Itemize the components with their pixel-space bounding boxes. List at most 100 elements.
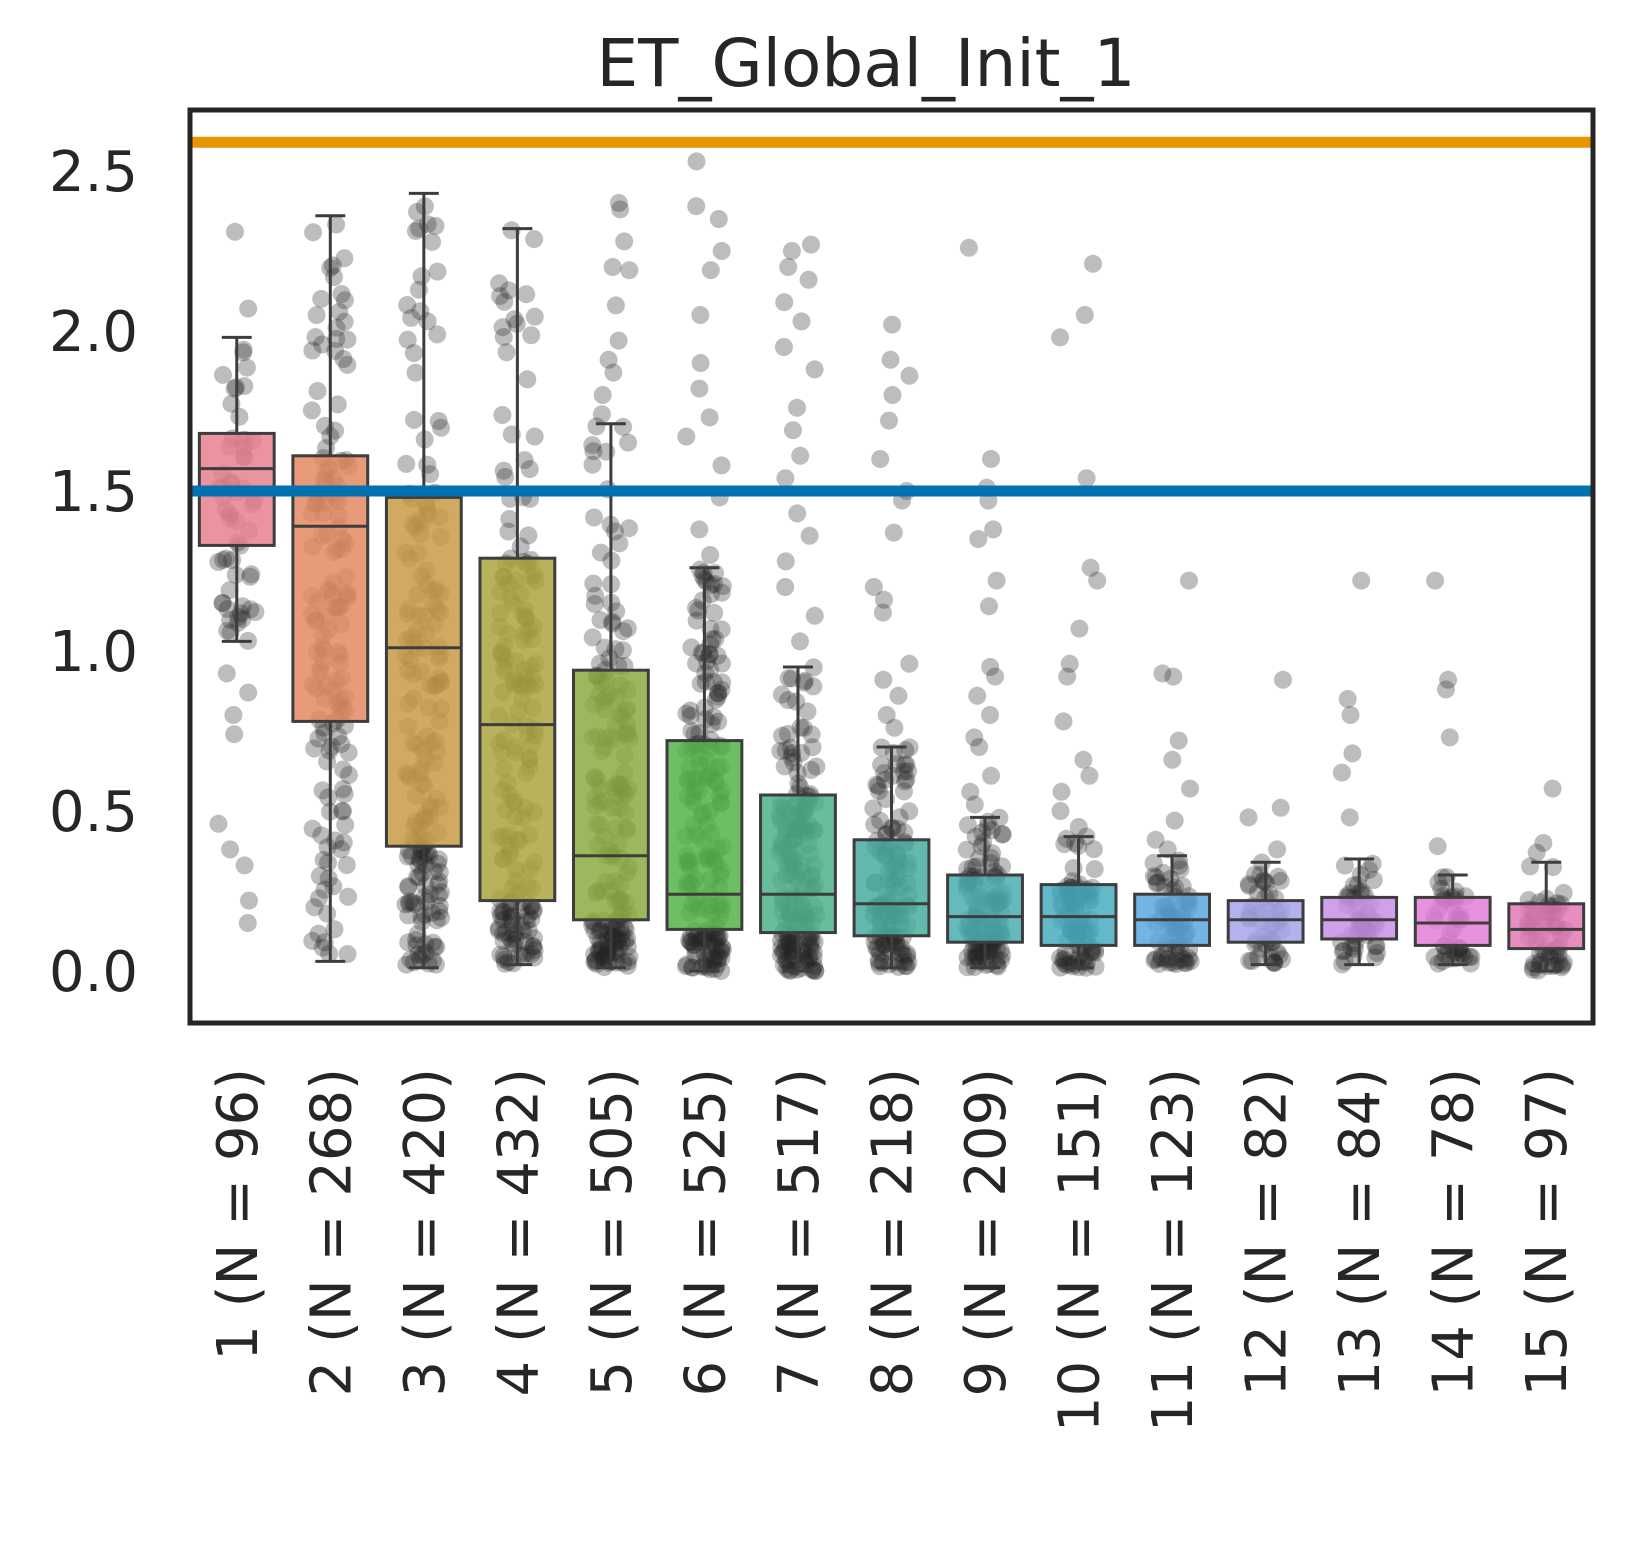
strip-point	[705, 574, 724, 593]
strip-point	[592, 405, 611, 424]
strip-point	[399, 906, 418, 925]
strip-point	[1152, 947, 1171, 966]
strip-point	[782, 748, 801, 767]
strip-point	[1085, 860, 1104, 879]
strip-point	[1055, 835, 1074, 854]
strip-point	[702, 936, 721, 955]
strip-point	[491, 906, 510, 925]
box-body	[759, 793, 837, 935]
box-body	[1226, 899, 1305, 944]
strip-point	[221, 623, 240, 642]
strip-point	[772, 931, 790, 950]
strip-point	[334, 833, 353, 852]
strip-point	[1338, 690, 1357, 708]
strip-point	[895, 782, 913, 801]
strip-point	[335, 785, 354, 804]
strip-point	[517, 944, 536, 963]
strip-point	[209, 553, 228, 571]
strip-point	[791, 632, 809, 651]
strip-point	[525, 929, 543, 948]
strip-point	[412, 907, 431, 926]
strip-point	[1446, 949, 1465, 968]
strip-point	[1248, 883, 1267, 902]
strip-point	[333, 801, 352, 820]
strip-point	[405, 410, 424, 429]
strip-point	[515, 451, 534, 470]
strip-point	[1060, 654, 1079, 673]
strip-point	[701, 546, 720, 564]
strip-point	[1158, 840, 1177, 859]
strip-point	[614, 622, 633, 641]
strip-point	[310, 867, 329, 885]
strip-point	[432, 418, 450, 437]
strip-point	[772, 685, 791, 704]
strip-point	[400, 892, 419, 911]
strip-point	[332, 735, 351, 754]
strip-point	[698, 652, 716, 671]
strip-point	[586, 951, 605, 970]
strip-point	[791, 446, 810, 465]
strip-point	[1269, 867, 1288, 886]
strip-point	[981, 706, 999, 724]
strip-point	[1052, 782, 1071, 801]
strip-point	[307, 306, 326, 325]
strip-point	[805, 606, 824, 625]
strip-point	[610, 930, 629, 949]
strip-point	[314, 850, 333, 869]
strip-point	[795, 951, 814, 970]
strip-point	[585, 945, 604, 964]
strip-point	[709, 928, 728, 947]
strip-point	[424, 933, 442, 952]
strip-point	[416, 844, 435, 863]
strip-point	[501, 929, 520, 948]
strip-point	[1165, 811, 1184, 830]
box-body	[1413, 895, 1492, 947]
strip-point	[611, 200, 630, 219]
strip-point	[595, 947, 614, 966]
strip-point	[681, 701, 700, 720]
strip-point	[892, 938, 911, 957]
strip-point	[584, 442, 603, 461]
strip-point	[1051, 958, 1070, 977]
strip-point	[396, 895, 415, 914]
strip-point	[524, 937, 543, 956]
strip-point	[776, 469, 795, 488]
strip-point	[525, 307, 544, 326]
strip-point	[966, 948, 985, 967]
strip-point	[900, 738, 919, 757]
strip-point	[225, 725, 244, 744]
strip-point	[987, 571, 1006, 590]
strip-point	[874, 935, 893, 954]
strip-point	[494, 931, 513, 950]
strip-point	[1148, 873, 1167, 892]
strip-point	[302, 401, 321, 420]
strip-point	[712, 583, 731, 602]
strip-point	[900, 654, 919, 673]
x-tick-label: 10 (N = 151)	[1048, 1068, 1113, 1432]
strip-point	[771, 742, 790, 760]
strip-point	[865, 933, 884, 952]
strip-point	[704, 708, 723, 726]
strip-point	[982, 821, 1001, 840]
strip-point	[239, 683, 258, 702]
strip-point	[782, 738, 801, 757]
strip-point	[867, 938, 886, 957]
strip-point	[428, 325, 447, 344]
strip-point	[319, 853, 337, 872]
strip-point	[792, 312, 811, 331]
strip-point	[338, 355, 357, 374]
strip-point	[522, 910, 541, 928]
strip-point	[416, 855, 435, 874]
strip-point	[614, 417, 633, 436]
strip-point	[525, 230, 544, 249]
strip-point	[430, 897, 449, 915]
strip-point	[308, 382, 327, 400]
strip-point	[237, 358, 256, 377]
strip-point	[872, 755, 891, 774]
strip-point	[958, 948, 977, 967]
strip-point	[430, 902, 449, 921]
strip-point	[803, 960, 822, 978]
strip-point	[524, 900, 543, 919]
strip-point	[590, 942, 608, 961]
strip-point	[706, 630, 725, 649]
